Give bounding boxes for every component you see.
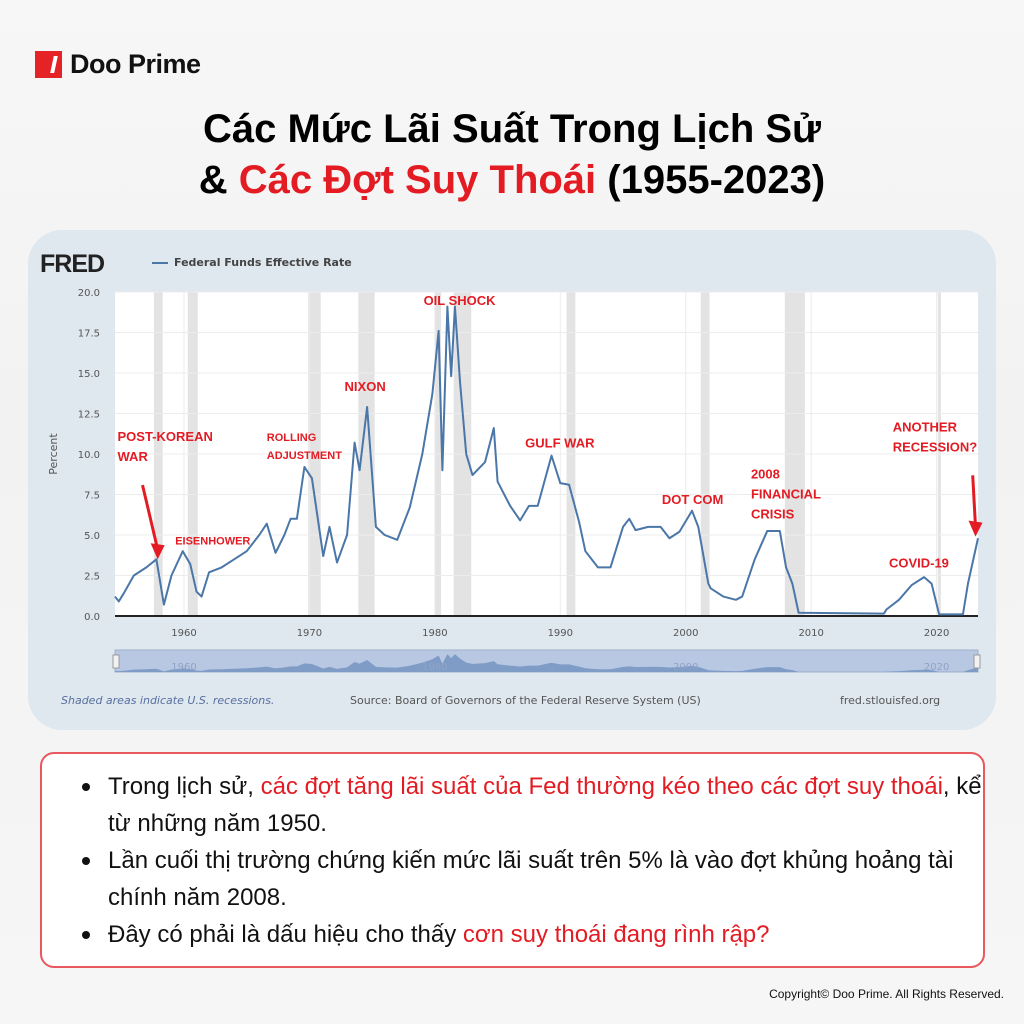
navigator-label: 1960 xyxy=(171,662,196,673)
x-tick-label: 2000 xyxy=(673,628,698,639)
recession-footnote: Shaded areas indicate U.S. recessions. xyxy=(61,694,275,707)
title-prefix: & xyxy=(198,158,239,202)
annotation-label: WAR xyxy=(118,449,149,464)
annotation-label: 2008 xyxy=(751,466,780,481)
annotation-label: OIL SHOCK xyxy=(424,293,497,308)
title-suffix: (1955-2023) xyxy=(596,158,826,202)
y-tick-label: 7.5 xyxy=(84,491,100,502)
y-tick-label: 17.5 xyxy=(78,329,100,340)
annotation-label: POST-KOREAN xyxy=(118,429,213,444)
page-title-line1: Các Mức Lãi Suất Trong Lịch Sử xyxy=(202,107,822,151)
bullet-text: , kể từ những năm 1950. xyxy=(108,773,982,837)
annotation-label: ROLLING xyxy=(267,432,317,444)
summary-box: Trong lịch sử, các đợt tăng lãi suất của… xyxy=(40,752,985,968)
arrow-head-icon xyxy=(968,520,983,537)
y-tick-label: 12.5 xyxy=(78,410,100,421)
bullet-2: Lần cuối thị trường chứng kiến mức lãi s… xyxy=(82,842,983,916)
navigator-handle[interactable] xyxy=(112,654,120,669)
fed-funds-chart: 0.0 2.5 5.0 7.5 10.0 12.5 15.0 17.5 20.0 1960 1970… xyxy=(47,288,983,673)
annotation-label: NIXON xyxy=(345,379,386,394)
x-tick-label: 1990 xyxy=(548,628,573,639)
annotation-label: CRISIS xyxy=(751,506,795,521)
copyright: Copyright© Doo Prime. All Rights Reserve… xyxy=(769,987,1004,1001)
annotation-label: DOT COM xyxy=(662,492,723,507)
y-tick-label: 2.5 xyxy=(84,572,100,583)
x-tick-label: 1980 xyxy=(422,628,447,639)
y-tick-label: 0.0 xyxy=(84,612,100,623)
annotation-label: ADJUSTMENT xyxy=(267,450,342,462)
brand-name: Doo Prime xyxy=(70,49,201,79)
annotation-label: GULF WAR xyxy=(525,436,595,451)
bullet-1: Trong lịch sử, các đợt tăng lãi suất của… xyxy=(82,768,983,842)
navigator-handle[interactable] xyxy=(973,654,981,669)
navigator-label: 2020 xyxy=(924,662,949,673)
bullet-highlight: cơn suy thoái đang rình rập? xyxy=(462,921,770,948)
y-tick-label: 20.0 xyxy=(78,288,100,299)
bullet-text: Trong lịch sử, xyxy=(108,773,261,800)
arrow-head-icon xyxy=(150,543,165,560)
bullet-text: Lần cuối thị trường chứng kiến mức lãi s… xyxy=(108,847,954,911)
annotation-label: COVID-19 xyxy=(889,555,949,570)
y-axis-label: Percent xyxy=(47,433,60,475)
doo-prime-logo-icon xyxy=(35,51,62,78)
page-title-line2: & Các Đợt Suy Thoái (1955-2023) xyxy=(0,155,1024,205)
chart-site-link[interactable]: fred.stlouisfed.org xyxy=(840,694,941,707)
annotation-label: EISENHOWER xyxy=(175,536,250,548)
x-tick-label: 2010 xyxy=(798,628,823,639)
y-tick-label: 10.0 xyxy=(78,450,100,461)
chart-source: Source: Board of Governors of the Federa… xyxy=(350,694,701,707)
navigator-label: 2000 xyxy=(673,662,698,673)
annotation-label: ANOTHER xyxy=(893,419,958,434)
x-tick-label: 2020 xyxy=(924,628,949,639)
annotation-label: RECESSION? xyxy=(893,439,978,454)
annotation-arrow xyxy=(971,475,977,527)
x-tick-label: 1970 xyxy=(297,628,322,639)
chart-legend: Federal Funds Effective Rate xyxy=(152,256,352,269)
bullet-text: Đây có phải là dấu hiệu cho thấy xyxy=(108,921,463,948)
navigator-label: 1980 xyxy=(422,662,447,673)
bullet-3: Đây có phải là dấu hiệu cho thấy cơn suy… xyxy=(82,916,983,953)
navigator-area xyxy=(115,654,978,672)
fred-logo: FRED xyxy=(40,250,105,278)
x-tick-label: 1960 xyxy=(171,628,196,639)
annotation-label: FINANCIAL xyxy=(751,486,821,501)
legend-swatch xyxy=(152,261,168,264)
legend-label: Federal Funds Effective Rate xyxy=(174,256,352,269)
y-tick-label: 15.0 xyxy=(78,369,100,380)
annotation-arrow xyxy=(141,484,160,550)
y-tick-label: 5.0 xyxy=(84,531,100,542)
bullet-highlight: các đợt tăng lãi suất của Fed thường kéo… xyxy=(260,773,943,800)
title-highlight: Các Đợt Suy Thoái xyxy=(238,158,597,202)
brand-logo: Doo Prime xyxy=(35,49,201,80)
